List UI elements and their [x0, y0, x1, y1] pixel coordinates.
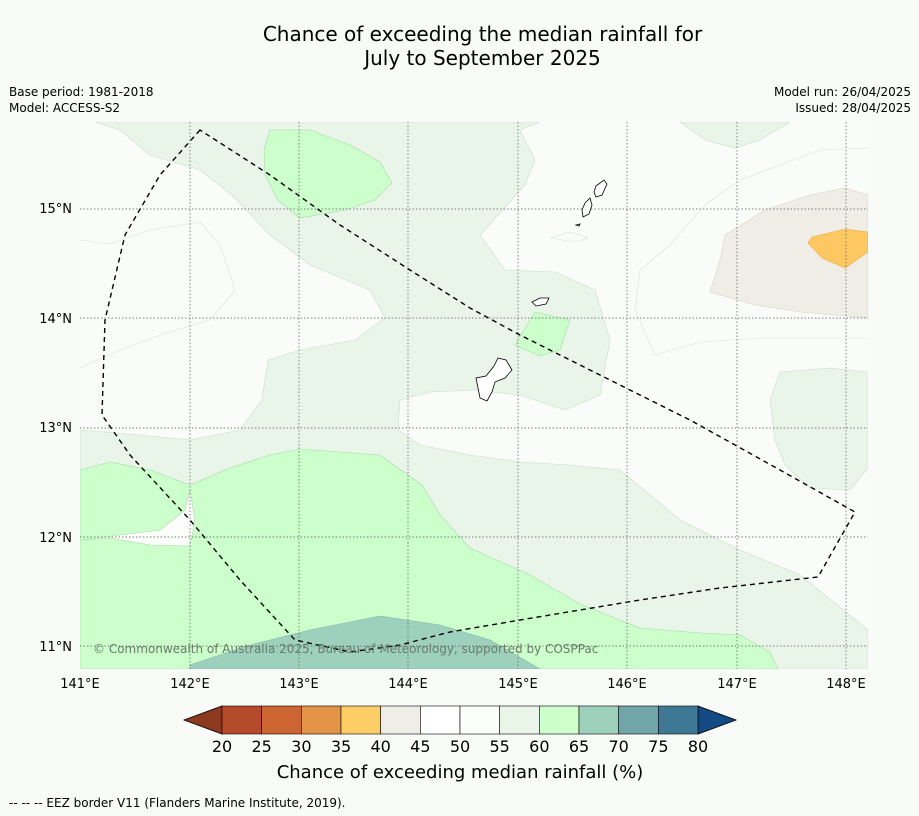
- lat-tick-11: 11°N: [39, 640, 72, 655]
- eez-border: [101, 129, 856, 653]
- colorbar-tick-label: 40: [370, 737, 390, 756]
- colorbar-segment: [221, 705, 262, 735]
- colorbar-segment: [618, 705, 659, 735]
- meta-left: Base period: 1981-2018 Model: ACCESS-S2: [9, 84, 154, 116]
- contour-band-45-50-northeast: [709, 187, 868, 319]
- colorbar-tick-label: 35: [331, 737, 351, 756]
- colorbar-tick-label: 45: [410, 737, 430, 756]
- island-saipan: [593, 179, 608, 198]
- island-rota: [531, 297, 550, 307]
- island-tinian: [581, 197, 593, 218]
- contour-band-55-60-southeast: [769, 367, 868, 491]
- colorbar-segment: [420, 705, 461, 735]
- issued-date: Issued: 28/04/2025: [795, 101, 911, 115]
- colorbar-segment: [539, 705, 580, 735]
- lat-tick-labels: 11°N 12°N 13°N 14°N 15°N: [39, 202, 72, 655]
- contour-band-35-40: [807, 228, 868, 269]
- islands: [475, 179, 608, 402]
- colorbar-segment: [261, 705, 302, 735]
- colorbar-tick-label: 75: [648, 737, 668, 756]
- lon-tick-148: 148°E: [826, 677, 866, 692]
- colorbar-segment: [340, 705, 381, 735]
- model-run: Model run: 26/04/2025: [773, 85, 911, 99]
- colorbar-tick-label: 80: [688, 737, 708, 756]
- copyright-text: © Commonwealth of Australia 2025, Bureau…: [93, 642, 598, 656]
- contour-line-east: [634, 147, 868, 356]
- lon-tick-145: 145°E: [498, 677, 538, 692]
- colorbar-segment: [301, 705, 342, 735]
- lon-tick-146: 146°E: [607, 677, 647, 692]
- colorbar-segments: [221, 705, 699, 735]
- map-title: Chance of exceeding the median rainfall …: [0, 22, 919, 70]
- island-guam: [475, 357, 513, 402]
- title-line-2: July to September 2025: [364, 46, 601, 70]
- colorbar-segment: [499, 705, 540, 735]
- contour-line-west: [80, 221, 236, 369]
- gridlines: [80, 122, 868, 669]
- colorbar-segment: [380, 705, 421, 735]
- contour-band-60-65-south: [80, 448, 779, 669]
- contour-band-50-55-pocket: [80, 489, 196, 547]
- island-aguijan: [574, 223, 581, 227]
- lon-tick-142: 142°E: [170, 677, 210, 692]
- map-panel: © Commonwealth of Australia 2025, Bureau…: [80, 122, 868, 669]
- colorbar-tick-label: 60: [529, 737, 549, 756]
- lon-tick-147: 147°E: [717, 677, 757, 692]
- lat-tick-12: 12°N: [39, 531, 72, 546]
- contour-band-60-65-north: [263, 129, 393, 219]
- colorbar: 20 25 30 35 40 45 50 55 60 65 70 75 80 Chance of exc…: [182, 705, 738, 783]
- rainfall-contours: [80, 122, 868, 669]
- colorbar-over-arrow: [697, 705, 738, 735]
- contour-band-65-70: [189, 615, 541, 669]
- lon-tick-144: 144°E: [388, 677, 428, 692]
- colorbar-segment: [459, 705, 500, 735]
- title-line-1: Chance of exceeding the median rainfall …: [262, 22, 703, 46]
- colorbar-ticks: 20 25 30 35 40 45 50 55 60 65 70 75 80: [212, 737, 708, 756]
- model-name: Model: ACCESS-S2: [9, 101, 121, 115]
- base-period: Base period: 1981-2018: [9, 85, 154, 99]
- colorbar-label: Chance of exceeding median rainfall (%): [277, 762, 644, 783]
- contour-band-55-60-east: [679, 122, 791, 149]
- lat-tick-14: 14°N: [39, 312, 72, 327]
- colorbar-segment: [578, 705, 619, 735]
- colorbar-under-arrow: [182, 705, 223, 735]
- colorbar-segment: [658, 705, 699, 735]
- colorbar-tick-label: 65: [569, 737, 589, 756]
- colorbar-tick-label: 20: [212, 737, 232, 756]
- lon-tick-labels: 141°E 142°E 143°E 144°E 145°E 146°E 147°…: [60, 677, 866, 692]
- eez-footer-note: -- -- -- EEZ border V11 (Flanders Marine…: [9, 796, 346, 810]
- lat-tick-13: 13°N: [39, 421, 72, 436]
- contour-line-small-island: [549, 231, 589, 243]
- colorbar-tick-label: 55: [489, 737, 509, 756]
- lon-tick-143: 143°E: [279, 677, 319, 692]
- colorbar-tick-label: 50: [450, 737, 470, 756]
- colorbar-tick-label: 25: [251, 737, 271, 756]
- colorbar-tick-label: 70: [608, 737, 628, 756]
- meta-right: Model run: 26/04/2025 Issued: 28/04/2025: [774, 84, 911, 116]
- lon-tick-141: 141°E: [60, 677, 100, 692]
- colorbar-tick-label: 30: [291, 737, 311, 756]
- lat-tick-15: 15°N: [39, 202, 72, 217]
